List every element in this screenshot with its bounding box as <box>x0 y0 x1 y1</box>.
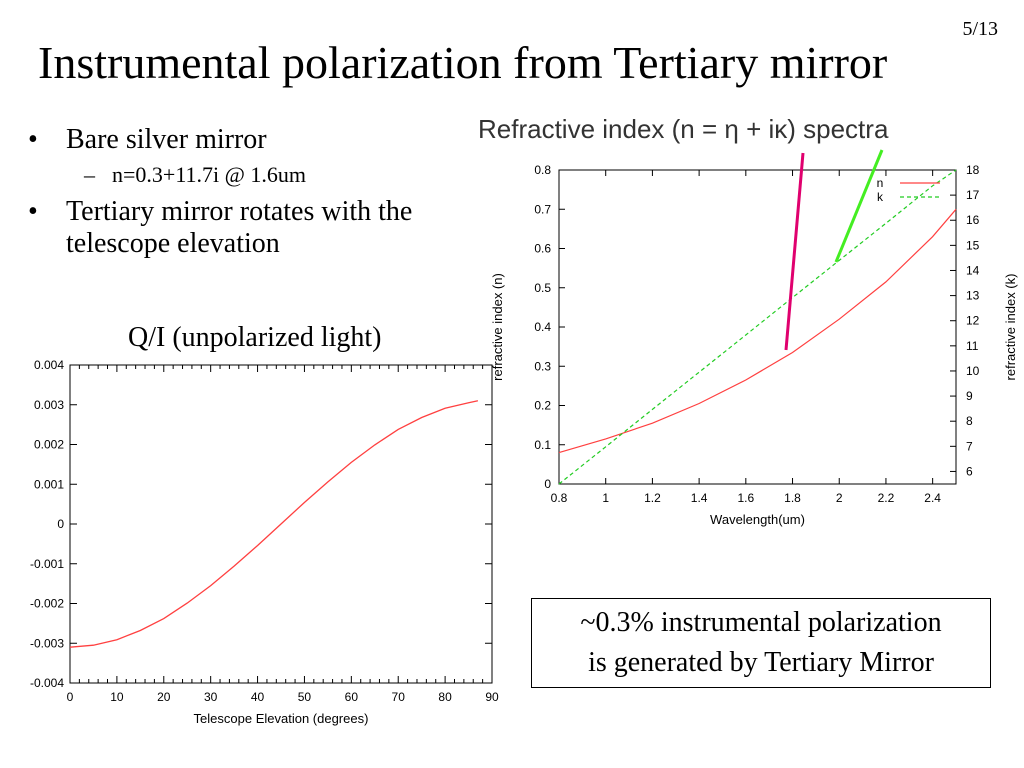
x-tick-label: 1 <box>602 491 609 505</box>
y2-tick-label: 15 <box>966 238 980 252</box>
plot-frame <box>558 169 957 485</box>
y-tick-label: -0.003 <box>30 636 64 650</box>
y-tick-label: 0.8 <box>534 163 551 177</box>
y-tick-label: -0.004 <box>30 676 64 690</box>
dash-icon: – <box>84 162 95 187</box>
y-tick-label: 0.2 <box>534 399 551 413</box>
k-series-line <box>558 169 957 485</box>
x-tick-label: 0.8 <box>551 491 568 505</box>
y2-tick-label: 10 <box>966 364 980 378</box>
y2-axis-label: refractive index (k) <box>1003 274 1018 381</box>
legend-label: k <box>877 190 884 204</box>
x-tick-label: 70 <box>392 690 406 704</box>
x-tick-label: 2.2 <box>878 491 895 505</box>
y2-tick-label: 6 <box>966 464 973 478</box>
x-tick-label: 1.4 <box>691 491 708 505</box>
chart-title: Refractive index (n = η + iκ) spectra <box>478 114 889 144</box>
y-tick-label: 0.1 <box>534 438 551 452</box>
y2-tick-label: 12 <box>966 314 980 328</box>
qi-chart: -0.004 -0.003 -0.002 -0.001 0 0.001 0.002 0.003… <box>30 358 499 726</box>
n-series-line <box>558 208 957 454</box>
x-tick-label: 10 <box>110 690 124 704</box>
bullet-text: Tertiary mirror rotates with the telesco… <box>66 196 413 259</box>
sub-bullet-text: n=0.3+11.7i @ 1.6um <box>112 162 306 187</box>
x-axis-label: Telescope Elevation (degrees) <box>194 711 369 726</box>
y2-tick-label: 16 <box>966 213 980 227</box>
qi-curve <box>69 400 479 648</box>
x-tick-label: 2 <box>836 491 843 505</box>
y-tick-label: 0.5 <box>534 281 551 295</box>
y2-tick-label: 18 <box>966 163 980 177</box>
y-axis-label: refractive index (n) <box>490 273 505 381</box>
y-tick-label: -0.002 <box>30 597 64 611</box>
y-tick-label: 0.4 <box>534 320 551 334</box>
y-tick-label: 0.3 <box>534 359 551 373</box>
green-marker-line <box>834 149 884 263</box>
x-tick-label: 30 <box>204 690 218 704</box>
y-tick-label: 0.6 <box>534 242 551 256</box>
bullet-text: Bare silver mirror <box>66 124 267 155</box>
legend-label: n <box>877 176 884 190</box>
page-number: 5/13 <box>962 18 998 40</box>
sub-bullet-item: – n=0.3+11.7i @ 1.6um <box>28 160 468 190</box>
y2-tick-label: 13 <box>966 289 980 303</box>
y2-tick-label: 8 <box>966 414 973 428</box>
x-tick-label: 2.4 <box>924 491 941 505</box>
y2-tick-label: 9 <box>966 389 973 403</box>
callout-box: ~0.3% instrumental polarization is gener… <box>531 598 991 688</box>
bullet-item: • Bare silver mirror <box>28 124 468 156</box>
x-tick-label: 80 <box>438 690 452 704</box>
bullet-list: • Bare silver mirror – n=0.3+11.7i @ 1.6… <box>28 124 468 264</box>
x-axis-label: Wavelength(um) <box>710 512 805 527</box>
x-tick-label: 40 <box>251 690 265 704</box>
slide-title: Instrumental polarization from Tertiary … <box>38 37 888 88</box>
x-tick-label: 0 <box>67 690 74 704</box>
y2-tick-label: 11 <box>966 339 979 353</box>
bullet-dot-icon: • <box>28 196 38 227</box>
x-tick-label: 50 <box>298 690 312 704</box>
y-tick-label: 0.7 <box>534 202 551 216</box>
bullet-dot-icon: • <box>28 124 38 155</box>
y-tick-label: 0.003 <box>34 398 64 412</box>
x-tick-label: 1.2 <box>644 491 661 505</box>
y-tick-label: 0 <box>544 477 551 491</box>
y2-tick-label: 7 <box>966 439 973 453</box>
y2-tick-label: 14 <box>966 263 980 277</box>
y2-tick-label: 17 <box>966 188 980 202</box>
x-tick-label: 1.6 <box>737 491 754 505</box>
x-tick-label: 90 <box>485 690 499 704</box>
y-tick-label: 0.001 <box>34 477 64 491</box>
y-tick-label: 0.004 <box>34 358 64 372</box>
refractive-index-chart: Refractive index (n = η + iκ) spectra00.… <box>478 114 1018 527</box>
x-tick-label: 60 <box>345 690 359 704</box>
y-tick-label: 0 <box>57 517 64 531</box>
magenta-marker-line <box>784 152 805 351</box>
x-tick-label: 20 <box>157 690 171 704</box>
y-tick-label: 0.002 <box>34 438 64 452</box>
y-tick-label: -0.001 <box>30 557 64 571</box>
callout-line-2: is generated by Tertiary Mirror <box>588 647 934 678</box>
x-tick-label: 1.8 <box>784 491 801 505</box>
bullet-item: • Tertiary mirror rotates with the teles… <box>28 196 468 260</box>
qi-caption: Q/I (unpolarized light) <box>128 322 382 353</box>
callout-line-1: ~0.3% instrumental polarization <box>580 607 942 638</box>
